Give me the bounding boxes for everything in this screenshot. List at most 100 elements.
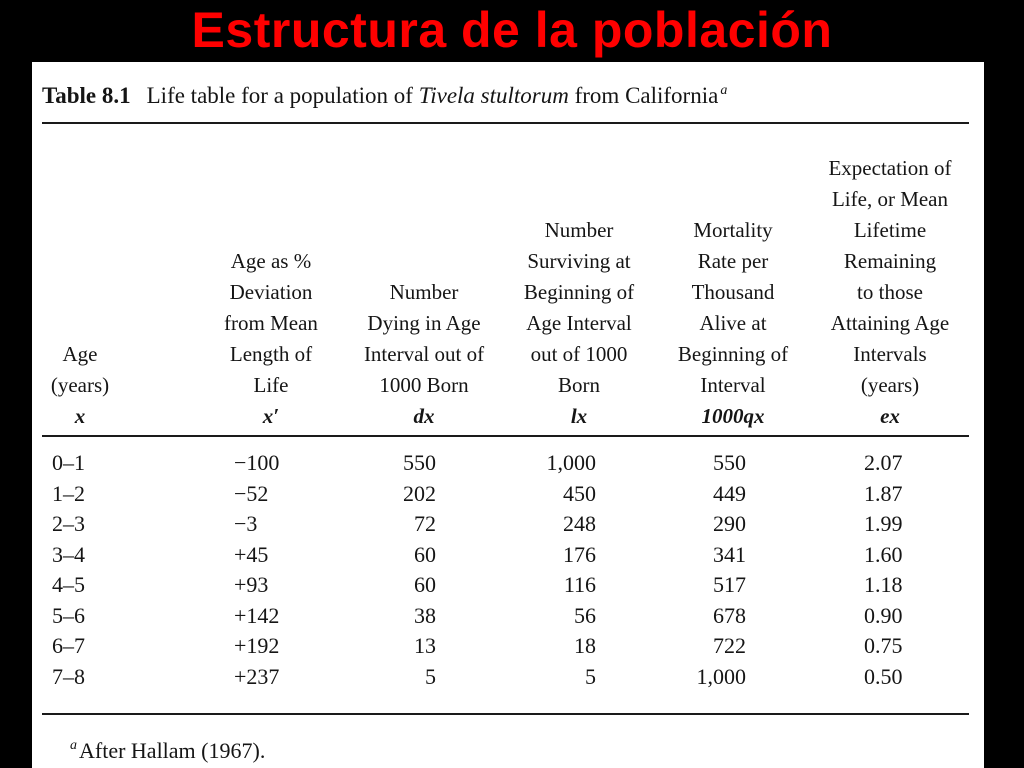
header-line: Length of [229, 342, 313, 366]
header-line: (years) [860, 373, 920, 397]
column-lx: 1,000 450 248 176 116 56 18 5 [518, 448, 597, 692]
table-cell-age-deviation: −100 [234, 450, 280, 475]
header-mortality-rate: Mortality Rate per Thousand Alive at Beg… [660, 215, 806, 432]
table-cell-age: 5–6 [52, 602, 85, 628]
scanned-table-page: Table 8.1 Life table for a population of … [32, 62, 984, 768]
header-line: Thousand [691, 280, 775, 304]
header-number-dying: Number Dying in Age Interval out of 1000… [344, 277, 504, 432]
header-age: Age (years) x [40, 339, 120, 432]
header-age-symbol: x [74, 404, 86, 428]
header-lx-symbol: lx [570, 404, 588, 428]
table-cell-dx: 38 [414, 602, 436, 628]
header-age-deviation: Age as % Deviation from Mean Length of L… [200, 246, 342, 432]
table-cell-ex: 1.60 [864, 541, 903, 567]
table-cell-lx: 1,000 [546, 450, 597, 475]
header-line: Beginning of [523, 280, 635, 304]
table-footnote: aAfter Hallam (1967). [70, 732, 265, 765]
table-cell-dx: 72 [414, 511, 436, 536]
top-rule [42, 122, 969, 124]
header-dx-symbol: dx [413, 404, 435, 428]
header-line: Deviation [229, 280, 313, 304]
column-qx: 550 449 290 341 517 678 722 1,000 [672, 448, 747, 692]
table-cell-lx: 176 [563, 541, 596, 567]
header-line: Mortality [693, 218, 773, 242]
table-cell-dx: 60 [414, 541, 436, 567]
table-cell-qx: 290 [713, 511, 746, 536]
header-qx-symbol: 1000qx [701, 404, 765, 428]
table-cell-dx: 60 [414, 572, 436, 597]
header-line: Age as % [230, 249, 312, 273]
header-line: Age Interval [526, 311, 632, 335]
slide-title: Estructura de la población [191, 2, 833, 58]
table-cell-age: 2–3 [52, 511, 85, 536]
table-cell-ex: 0.90 [864, 602, 903, 628]
header-line: Born [558, 373, 600, 397]
header-line: Number [389, 280, 459, 304]
header-line: out of 1000 [530, 342, 628, 366]
table-cell-qx: 1,000 [696, 663, 747, 689]
table-number: Table 8.1 [42, 83, 131, 108]
table-cell-dx: 13 [414, 633, 436, 658]
header-line: Rate per [697, 249, 769, 273]
header-line: Life [253, 373, 289, 397]
table-cell-ex: 1.99 [864, 511, 903, 536]
column-dx: 550 202 72 60 60 38 13 5 [372, 448, 436, 692]
table-caption: Table 8.1 Life table for a population of … [42, 76, 972, 111]
header-line: Dying in Age [367, 311, 481, 335]
table-cell-age: 4–5 [52, 572, 85, 597]
table-cell-age-deviation: +192 [234, 633, 280, 658]
table-cell-lx: 248 [563, 511, 596, 536]
table-cell-qx: 722 [713, 633, 746, 658]
table-cell-qx: 449 [713, 480, 746, 506]
footnote-text: After Hallam (1967). [79, 738, 266, 763]
table-cell-ex: 1.18 [864, 572, 903, 597]
header-line: Interval [700, 373, 766, 397]
table-cell-qx: 341 [713, 541, 746, 567]
table-cell-age: 0–1 [52, 450, 85, 475]
table-cell-qx: 678 [713, 602, 746, 628]
table-cell-lx: 116 [563, 572, 596, 597]
table-cell-lx: 18 [574, 633, 596, 658]
header-age-line: (years) [50, 373, 110, 397]
header-line: to those [857, 280, 923, 304]
header-line: 1000 Born [379, 373, 469, 397]
header-line: Intervals [853, 342, 927, 366]
table-cell-age-deviation: +142 [234, 602, 280, 628]
header-line: Number [544, 218, 614, 242]
header-line: Expectation of [828, 156, 952, 180]
header-line: Surviving at [527, 249, 631, 273]
table-cell-age-deviation: +237 [234, 663, 280, 689]
table-cell-lx: 450 [563, 480, 596, 506]
header-line: Interval out of [363, 342, 485, 366]
species-name: Tivela stultorum [418, 83, 569, 108]
table-cell-ex: 0.50 [864, 663, 903, 689]
header-line: Life, or Mean [831, 187, 949, 211]
header-age-deviation-symbol: x′ [262, 404, 280, 428]
header-ex-symbol: ex [880, 404, 900, 428]
header-line: Attaining Age [830, 311, 950, 335]
table-cell-age-deviation: −3 [234, 511, 258, 536]
header-number-surviving: Number Surviving at Beginning of Age Int… [504, 215, 654, 432]
footnote-marker: a [70, 738, 77, 753]
table-cell-qx: 517 [713, 572, 746, 597]
header-line: Alive at [699, 311, 767, 335]
header-life-expectation: Expectation of Life, or Mean Lifetime Re… [808, 153, 972, 432]
caption-footnote-marker: a [720, 83, 728, 98]
bottom-rule [42, 713, 969, 715]
table-cell-age: 1–2 [52, 480, 85, 506]
table-cell-ex: 1.87 [864, 480, 903, 506]
column-ex: 2.07 1.87 1.99 1.60 1.18 0.90 0.75 0.50 [864, 448, 934, 692]
table-cell-lx: 56 [574, 602, 596, 628]
table-cell-age: 3–4 [52, 541, 85, 567]
table-cell-qx: 550 [713, 450, 746, 475]
table-cell-ex: 0.75 [864, 633, 903, 658]
header-line: Remaining [843, 249, 937, 273]
column-age: 0–1 1–2 2–3 3–4 4–5 5–6 6–7 7–8 [52, 448, 122, 692]
header-rule [42, 435, 969, 437]
table-cell-age: 6–7 [52, 633, 85, 658]
table-cell-dx: 202 [403, 480, 436, 506]
table-cell-age-deviation: +45 [234, 541, 269, 567]
table-cell-dx: 5 [425, 663, 436, 689]
caption-text-end: from California [568, 83, 719, 108]
header-age-line: Age [62, 342, 98, 366]
